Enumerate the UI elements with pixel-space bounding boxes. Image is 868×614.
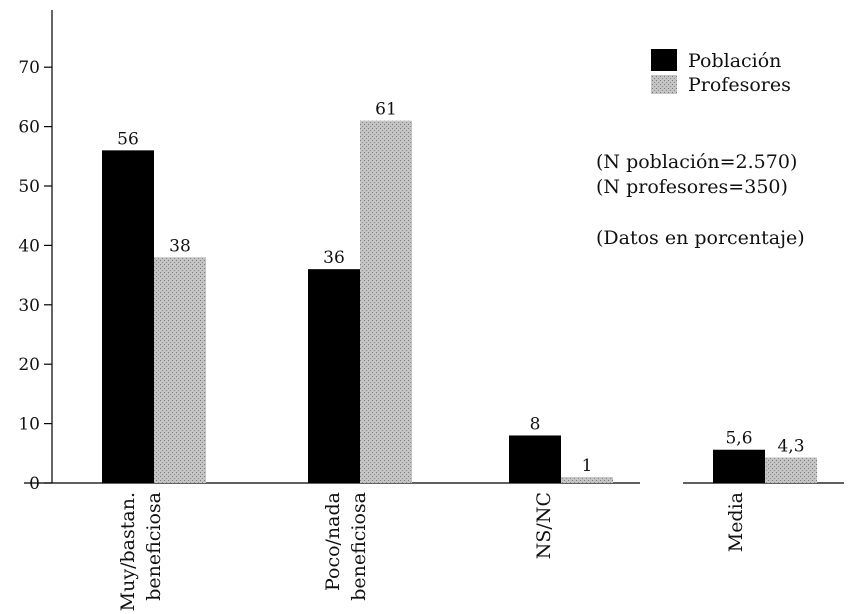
bar-poblacion-1 bbox=[308, 269, 360, 483]
bar-profesores-3 bbox=[765, 457, 817, 483]
legend-swatch-poblacion bbox=[651, 49, 677, 71]
note-n-poblacion: (N población=2.570) bbox=[596, 151, 797, 173]
category-label-3-line-0: Media bbox=[725, 492, 747, 552]
note-datos-porcentaje: (Datos en porcentaje) bbox=[596, 227, 805, 249]
category-label-0-line-1: beneficiosa bbox=[143, 492, 165, 601]
bar-profesores-1 bbox=[360, 120, 412, 483]
y-tick-label-70: 70 bbox=[18, 58, 40, 78]
y-tick-label-30: 30 bbox=[18, 296, 40, 316]
bar-label-poblacion-1: 36 bbox=[323, 248, 345, 268]
bar-poblacion-2 bbox=[509, 435, 561, 483]
bar-label-profesores-1: 61 bbox=[375, 100, 397, 120]
category-label-1-line-1: beneficiosa bbox=[348, 492, 370, 601]
category-label-0-line-0: Muy/bastan. bbox=[117, 492, 139, 611]
legend: Población Profesores bbox=[651, 49, 791, 96]
legend-swatch-profesores bbox=[651, 75, 677, 94]
legend-label-poblacion: Población bbox=[688, 50, 781, 72]
bar-label-poblacion-2: 8 bbox=[530, 414, 541, 434]
y-tick-label-0: 0 bbox=[29, 474, 40, 494]
y-tick-label-20: 20 bbox=[18, 355, 40, 375]
bar-label-profesores-0: 38 bbox=[169, 236, 191, 256]
category-label-2-line-0: NS/NC bbox=[533, 492, 555, 559]
bar-profesores-2 bbox=[561, 477, 613, 483]
y-tick-label-60: 60 bbox=[18, 118, 40, 138]
y-tick-label-40: 40 bbox=[18, 236, 40, 256]
y-tick-label-10: 10 bbox=[18, 415, 40, 435]
bar-label-poblacion-3: 5,6 bbox=[725, 429, 752, 449]
bar-label-profesores-2: 1 bbox=[582, 456, 593, 476]
bar-label-poblacion-0: 56 bbox=[117, 129, 139, 149]
notes: (N población=2.570) (N profesores=350) (… bbox=[596, 151, 805, 249]
legend-label-profesores: Profesores bbox=[688, 74, 791, 96]
bars-layer: 56 36 8 5,6 38 61 1 4,3 bbox=[102, 100, 817, 484]
bar-profesores-0 bbox=[154, 257, 206, 483]
bar-poblacion-0 bbox=[102, 150, 154, 484]
y-tick-label-50: 50 bbox=[18, 177, 40, 197]
labels-layer: Muy/bastan. beneficiosa Poco/nada beneficio… bbox=[117, 492, 747, 611]
category-label-1-line-0: Poco/nada bbox=[322, 492, 344, 591]
bar-poblacion-3 bbox=[713, 449, 765, 483]
note-n-profesores: (N profesores=350) bbox=[596, 176, 788, 198]
bar-label-profesores-3: 4,3 bbox=[777, 436, 804, 456]
